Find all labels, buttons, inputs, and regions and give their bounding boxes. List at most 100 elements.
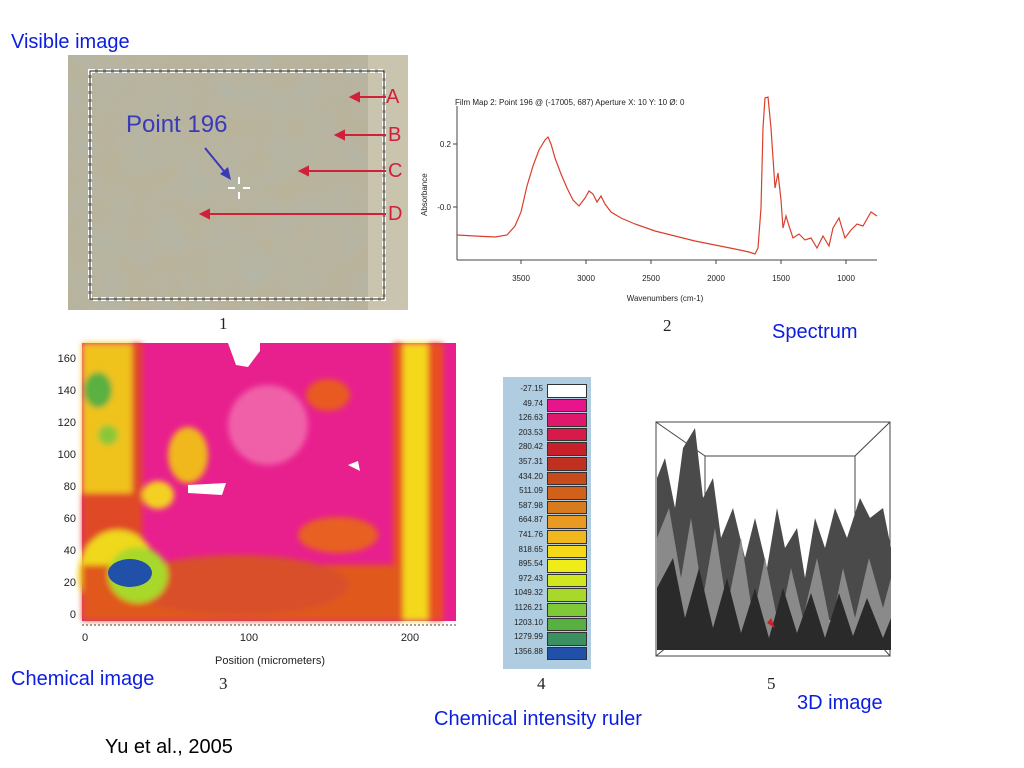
ruler-value: 357.31: [518, 457, 543, 466]
spectrum-line: [456, 96, 878, 255]
3d-surface-image: [655, 421, 891, 657]
chemical-xlabel: Position (micrometers): [215, 655, 325, 667]
chem-ytick-120: 120: [58, 417, 76, 429]
ruler-color-swatch: [547, 515, 587, 529]
ruler-row: 203.53: [503, 427, 591, 442]
line-label-c: C: [388, 160, 402, 182]
ruler-row: 280.42: [503, 441, 591, 456]
line-label-b: B: [388, 124, 401, 146]
spectrum-xtick-2000: 2000: [707, 274, 725, 283]
ruler-row: 587.98: [503, 500, 591, 515]
chem-ytick-0: 0: [70, 609, 76, 621]
spectrum-xtick-1500: 1500: [772, 274, 790, 283]
line-label-d: D: [388, 203, 402, 225]
ruler-value: 203.53: [518, 427, 543, 437]
ruler-value: 1356.88: [514, 646, 543, 656]
spectrum-header: Film Map 2: Point 196 @ (-17005, 687) Ap…: [455, 98, 685, 107]
spectrum-xlabel: Wavenumbers (cm-1): [627, 294, 704, 303]
ruler-value: 126.63: [518, 413, 543, 423]
spectrum-xtick-1000: 1000: [837, 274, 855, 283]
ruler-row: 126.63: [503, 412, 591, 427]
chem-xtick-0: 0: [82, 632, 88, 644]
ruler-row: 357.31: [503, 456, 591, 471]
ruler-value: 972.43: [518, 573, 543, 583]
chemical-image-map: 160 140 120 100 80 60 40 20 0 0 100 200 …: [58, 343, 456, 667]
ruler-color-swatch: [547, 457, 587, 471]
chem-xtick-200: 200: [401, 632, 419, 644]
caption-spectrum: Spectrum: [772, 321, 858, 343]
ruler-row: 972.43: [503, 573, 591, 588]
ruler-color-swatch: [547, 603, 587, 617]
ruler-color-swatch: [547, 617, 587, 632]
ruler-value: 1126.21: [514, 603, 543, 612]
ruler-row: 1279.99: [503, 631, 591, 646]
panel-number-3: 3: [219, 674, 228, 693]
line-labels: A B C D: [386, 86, 402, 225]
ruler-value: 741.76: [518, 530, 543, 539]
ruler-value: 1049.32: [514, 588, 543, 598]
ruler-color-swatch: [547, 646, 587, 661]
ruler-color-swatch: [547, 588, 587, 602]
ruler-row: 895.54: [503, 558, 591, 573]
ruler-value: 1203.10: [514, 617, 543, 627]
chemical-map-area: [78, 343, 456, 621]
intensity-ruler: -27.15 49.74 126.63 203.53 280.42 357.31 434.2…: [503, 377, 591, 669]
ruler-value: 895.54: [518, 559, 543, 569]
3d-surface-spikes: [657, 428, 891, 650]
ruler-row: 664.87: [503, 514, 591, 529]
ruler-row: 1356.88: [503, 646, 591, 661]
caption-visible-image: Visible image: [11, 31, 130, 53]
panel-number-5: 5: [767, 674, 776, 693]
ruler-color-swatch: [547, 544, 587, 559]
ruler-row: 1049.32: [503, 587, 591, 602]
spectrum-plot: Film Map 2: Point 196 @ (-17005, 687) Ap…: [420, 96, 878, 303]
ruler-value: 1279.99: [514, 632, 543, 642]
crosshair-icon: [228, 177, 250, 199]
caption-chemical-intensity-ruler: Chemical intensity ruler: [434, 708, 642, 730]
ruler-row: 1203.10: [503, 617, 591, 632]
ruler-color-swatch: [547, 442, 587, 456]
ruler-color-swatch: [547, 559, 587, 573]
chemical-y-axis: 160 140 120 100 80 60 40 20 0: [58, 353, 76, 621]
caption-3d-image: 3D image: [797, 692, 883, 714]
spectrum-ylabel: Absorbance: [420, 173, 429, 216]
ruler-value: -27.15: [520, 384, 543, 393]
ruler-row: 1126.21: [503, 602, 591, 617]
spectrum-ytick-0.2: 0.2: [440, 140, 452, 149]
spectrum-xtick-3500: 3500: [512, 274, 530, 283]
line-label-a: A: [386, 86, 400, 108]
panel-number-2: 2: [663, 316, 672, 335]
ruler-value: 511.09: [519, 486, 543, 496]
ruler-color-swatch: [547, 471, 587, 486]
spectrum-ytick-0.0: -0.0: [437, 203, 451, 212]
ruler-row: 434.20: [503, 471, 591, 486]
ruler-color-swatch: [547, 427, 587, 442]
panel-number-4: 4: [537, 674, 546, 693]
ruler-row: 818.65: [503, 544, 591, 559]
ruler-row: -27.15: [503, 383, 591, 398]
ruler-color-swatch: [547, 573, 587, 588]
spectrum-xtick-3000: 3000: [577, 274, 595, 283]
ruler-value: 434.20: [518, 471, 543, 481]
spectrum-xtick-2500: 2500: [642, 274, 660, 283]
caption-chemical-image: Chemical image: [11, 668, 155, 690]
ruler-color-swatch: [547, 384, 587, 398]
ruler-color-swatch: [547, 486, 587, 500]
chem-ytick-140: 140: [58, 385, 76, 397]
ruler-value: 818.65: [518, 544, 543, 554]
ruler-row: 741.76: [503, 529, 591, 544]
chem-ytick-80: 80: [64, 481, 76, 493]
panel-number-1: 1: [219, 314, 228, 333]
chemical-x-axis: 0 100 200: [82, 632, 419, 644]
ruler-color-swatch: [547, 413, 587, 427]
ruler-color-swatch: [547, 632, 587, 646]
visible-microscope-image: A B C D Point 196: [68, 55, 408, 310]
ruler-color-swatch: [547, 530, 587, 544]
chem-ytick-60: 60: [64, 513, 76, 525]
ruler-value: 280.42: [518, 442, 543, 452]
ruler-color-swatch: [547, 398, 587, 413]
chem-ytick-160: 160: [58, 353, 76, 365]
point-196-label: Point 196: [126, 111, 227, 138]
chem-ytick-100: 100: [58, 449, 76, 461]
ruler-color-swatch: [547, 500, 587, 515]
